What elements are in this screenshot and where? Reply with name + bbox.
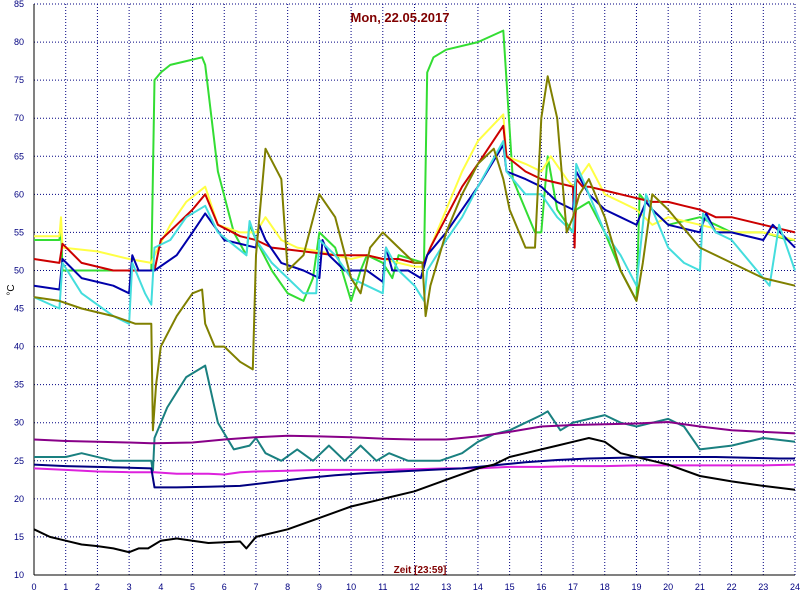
x-tick-label: 6 xyxy=(222,582,227,592)
y-tick-label: 45 xyxy=(14,304,24,314)
series-line-5 xyxy=(33,140,796,325)
series-line-8 xyxy=(33,421,796,445)
y-tick-label: 25 xyxy=(14,456,24,466)
x-tick-label: 17 xyxy=(568,582,578,592)
y-tick-label: 50 xyxy=(14,265,24,275)
chart-title: Mon, 22.05.2017 xyxy=(351,10,450,25)
series-line-2 xyxy=(34,113,796,268)
x-tick-label: 16 xyxy=(536,582,546,592)
x-tick-label: 1 xyxy=(63,582,68,592)
x-tick-label: 14 xyxy=(473,582,483,592)
series-line-9 xyxy=(33,463,796,476)
y-tick-label: 10 xyxy=(14,570,24,580)
y-axis-label: °C xyxy=(6,284,17,295)
y-tick-label: 40 xyxy=(14,342,24,352)
x-tick-label: 15 xyxy=(505,582,515,592)
x-tick-label: 18 xyxy=(600,582,610,592)
y-tick-label: 55 xyxy=(14,227,24,237)
x-tick-label: 12 xyxy=(409,582,419,592)
x-tick-label: 22 xyxy=(727,582,737,592)
x-tick-label: 19 xyxy=(631,582,641,592)
series-line-11 xyxy=(33,437,796,554)
y-tick-label: 15 xyxy=(14,532,24,542)
y-tick-label: 85 xyxy=(14,0,24,9)
x-tick-label: 13 xyxy=(441,582,451,592)
series-line-10 xyxy=(33,456,795,489)
x-tick-label: 9 xyxy=(317,582,322,592)
x-tick-label: 23 xyxy=(758,582,768,592)
x-tick-label: 4 xyxy=(158,582,163,592)
x-tick-label: 21 xyxy=(695,582,705,592)
x-tick-label: 0 xyxy=(31,582,36,592)
y-tick-label: 65 xyxy=(14,151,24,161)
x-tick-label: 5 xyxy=(190,582,195,592)
x-tick-label: 10 xyxy=(346,582,356,592)
series-line-6 xyxy=(33,75,796,432)
y-tick-label: 20 xyxy=(14,494,24,504)
axes xyxy=(33,4,795,576)
tick-labels: 0 1 2 3 4 5 6 7 8 9 10 11 12 13 14 15 16 17 18 19 20 21 22 23 24… xyxy=(14,0,800,592)
y-tick-label: 60 xyxy=(14,189,24,199)
x-tick-label: 24 xyxy=(790,582,800,592)
y-tick-label: 80 xyxy=(14,37,24,47)
y-tick-label: 35 xyxy=(14,380,24,390)
y-tick-label: 75 xyxy=(14,75,24,85)
x-axis-label: Zeit [23:59] xyxy=(394,565,447,576)
x-tick-label: 2 xyxy=(95,582,100,592)
series-lines xyxy=(33,29,796,554)
y-tick-label: 70 xyxy=(14,113,24,123)
x-tick-label: 8 xyxy=(285,582,290,592)
x-tick-label: 20 xyxy=(663,582,673,592)
series-line-3 xyxy=(33,124,796,272)
x-tick-label: 3 xyxy=(127,582,132,592)
y-tick-label: 30 xyxy=(14,418,24,428)
x-tick-label: 11 xyxy=(378,582,387,592)
x-tick-label: 7 xyxy=(253,582,258,592)
